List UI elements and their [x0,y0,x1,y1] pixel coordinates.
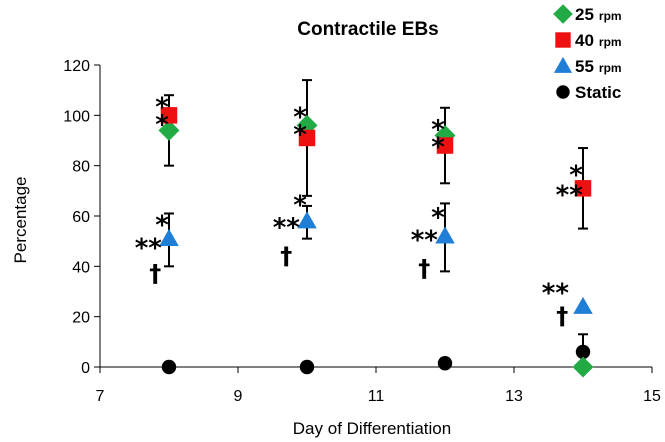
asterisk-annotation: * [569,160,583,190]
chart-title: Contractile EBs [297,19,438,40]
legend-unit: rpm [599,35,622,49]
legend-marker-diamond [553,4,573,24]
data-point-square [436,137,454,154]
legend-marker-triangle [553,56,573,73]
data-points [158,107,594,378]
data-point-circle [299,359,315,375]
y-tick-label: 80 [72,159,90,176]
legend: 25 rpm 40 rpm 55 rpm Static [553,4,622,102]
asterisk-annotation: ** [411,226,439,256]
asterisk-annotation: * [155,92,169,122]
x-tick-label: 15 [643,388,661,405]
x-tick-label: 11 [368,388,385,405]
asterisk-annotation: ** [542,279,570,309]
data-point-square [298,129,316,147]
asterisk-annotation: ** [273,213,301,243]
y-tick-label: 120 [63,58,90,75]
y-tick-label: 20 [72,310,90,327]
y-tick-label: 0 [81,360,90,377]
legend-entry: 55 rpm [553,56,622,76]
asterisk-annotation: * [293,190,307,220]
significance-annotations: ** ** ********†***†***†**† [135,92,584,330]
axes [94,64,653,373]
tick-labels: 0 20 40 60 80 100 120 7 9 11 13 15 [63,58,661,405]
x-axis-label: Day of Differentiation [293,419,451,438]
legend-entry: 25 rpm [553,4,622,24]
data-point-triangle [159,228,179,246]
dagger-annotation: † [418,254,430,282]
asterisk-annotation: * [155,110,169,140]
legend-marker-square [555,32,571,48]
x-tick-label: 13 [505,388,523,405]
dagger-annotation: † [280,242,292,270]
asterisk-annotation: * [431,115,445,145]
asterisk-annotation: * [431,133,445,163]
legend-label: 40 rpm [575,31,622,50]
legend-unit: rpm [599,9,622,23]
data-point-circle [437,356,453,371]
legend-label: Static [575,83,621,102]
y-tick-label: 60 [72,209,90,226]
asterisk-annotation: * [293,102,307,132]
error-bars [164,79,588,368]
dagger-annotation: † [149,259,161,287]
dagger-annotation: † [556,302,568,330]
data-point-triangle [435,226,455,244]
x-tick-label: 7 [96,388,105,405]
asterisk-annotation: * [155,211,169,241]
legend-label: 25 rpm [575,5,622,24]
asterisk-annotation: ** [135,233,163,263]
asterisk-annotation: * [431,203,445,233]
asterisk-annotation: * [293,120,307,150]
data-point-circle [161,359,177,375]
asterisk-annotation: ** [556,180,584,210]
data-point-triangle [573,296,593,314]
x-tick-label: 9 [234,388,243,405]
data-point-square [574,180,592,197]
data-point-circle [575,344,591,360]
data-point-square [160,107,178,124]
y-tick-label: 100 [63,108,90,125]
legend-label: 55 rpm [575,57,622,76]
legend-entry: 40 rpm [555,31,622,50]
y-tick-label: 40 [72,259,90,276]
legend-unit: rpm [599,61,622,75]
y-axis-label: Percentage [11,177,30,264]
legend-marker-circle [556,85,570,99]
data-point-diamond [572,356,594,378]
data-point-triangle [297,211,317,229]
data-point-diamond [158,119,180,141]
legend-entry: Static [556,83,621,102]
